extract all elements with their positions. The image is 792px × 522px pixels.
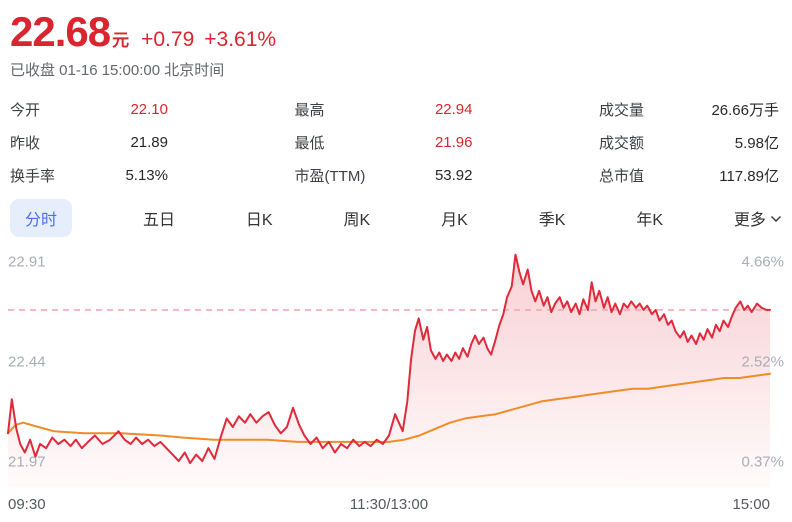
stats-column: 今开 22.10 昨收 21.89 换手率 5.13%: [10, 93, 168, 192]
stat-label: 成交量: [599, 102, 645, 120]
price-area-fill: [8, 254, 770, 488]
stats-column: 成交量 26.66万手成交额 5.98亿总市值 117.89亿: [599, 93, 779, 192]
tab-季K[interactable]: 季K: [539, 199, 566, 237]
stat-row: 今开 22.10: [10, 93, 168, 126]
stat-label: 市盈(TTM): [294, 168, 366, 186]
stat-value: 26.66万手: [711, 102, 779, 120]
tab-label: 月K: [441, 212, 468, 230]
stat-row: 最低 21.96: [295, 126, 473, 159]
stat-row: 成交额 5.98亿: [599, 126, 779, 159]
price-line: [7, 253, 771, 465]
stats-column: 最高 22.94 最低 21.96 市盈(TTM) 53.92: [295, 93, 473, 192]
intraday-chart[interactable]: 22.91 22.44 21.97 4.66% 2.52% 0.37%: [0, 244, 792, 489]
stat-value: 22.94: [434, 101, 473, 119]
stat-label: 总市值: [599, 168, 645, 186]
price-row: 22.68 元 +0.79 +3.61%: [10, 8, 780, 55]
y-axis-price-label: 21.97: [8, 454, 46, 471]
tab-label: 更多: [733, 212, 766, 230]
stat-value: 21.96: [434, 134, 473, 152]
stat-label: 最低: [294, 135, 325, 153]
tab-年K[interactable]: 年K: [636, 199, 663, 237]
chart-area: 22.91 22.44 21.97 4.66% 2.52% 0.37% 09:30 11:3…: [0, 244, 792, 513]
y-axis-price-label: 22.91: [8, 254, 46, 271]
tab-月K[interactable]: 月K: [441, 199, 468, 237]
time-label: 09:30: [8, 496, 46, 514]
current-price: 22.68: [10, 8, 111, 55]
tab-周K[interactable]: 周K: [343, 199, 370, 237]
stat-label: 最高: [294, 102, 325, 120]
tab-label: 五日: [142, 212, 175, 230]
price-change: +0.79: [141, 28, 195, 51]
time-label: 15:00: [732, 496, 770, 514]
tab-label: 分时: [25, 212, 58, 230]
y-axis-percent-label: 4.66%: [741, 254, 784, 271]
y-axis-percent-label: 2.52%: [741, 354, 784, 371]
stat-row: 昨收 21.89: [10, 126, 168, 159]
x-axis-labels: 09:30 11:30/13:00 15:00: [0, 496, 792, 513]
stat-value: 117.89亿: [719, 168, 779, 186]
quote-header: 22.68 元 +0.79 +3.61% 已收盘 01-16 15:00:00 …: [0, 0, 792, 80]
stat-value: 5.13%: [125, 167, 168, 185]
stat-label: 今开: [10, 102, 41, 120]
stat-row: 成交量 26.66万手: [599, 93, 779, 126]
stat-value: 21.89: [130, 134, 168, 152]
tab-分时[interactable]: 分时: [10, 199, 73, 238]
tab-label: 日K: [245, 212, 273, 230]
stat-row: 总市值 117.89亿: [599, 159, 779, 192]
stat-label: 换手率: [10, 168, 56, 186]
stat-row: 换手率 5.13%: [10, 159, 168, 192]
chart-period-tabs: 分时 五日 日K 周K 月K 季K 年K 更多: [0, 199, 792, 238]
stat-label: 成交额: [599, 135, 645, 153]
stat-row: 最高 22.94: [295, 93, 473, 126]
stat-value: 5.98亿: [734, 135, 779, 153]
tab-label: 年K: [636, 212, 663, 230]
stat-value: 53.92: [434, 167, 473, 185]
stat-label: 昨收: [10, 135, 41, 153]
currency-unit: 元: [112, 31, 130, 50]
stat-row: 市盈(TTM) 53.92: [295, 159, 473, 192]
average-price-line: [7, 372, 771, 443]
tab-label: 周K: [343, 212, 371, 230]
y-axis-percent-label: 0.37%: [741, 454, 784, 471]
stat-value: 22.10: [130, 101, 168, 119]
price-change-percent: +3.61%: [204, 28, 277, 51]
time-label: 11:30/13:00: [349, 496, 429, 514]
quote-stats: 今开 22.10 昨收 21.89 换手率 5.13% 最高 22.94 最低 21.96 市盈(T…: [0, 93, 792, 192]
chevron-down-icon: [770, 216, 781, 223]
market-status: 已收盘 01-16 15:00:00 北京时间: [10, 62, 225, 80]
tab-五日[interactable]: 五日: [143, 199, 175, 237]
tab-日K[interactable]: 日K: [246, 199, 273, 237]
tab-label: 季K: [538, 212, 566, 230]
y-axis-price-label: 22.44: [8, 354, 46, 371]
tab-更多[interactable]: 更多: [734, 199, 782, 237]
